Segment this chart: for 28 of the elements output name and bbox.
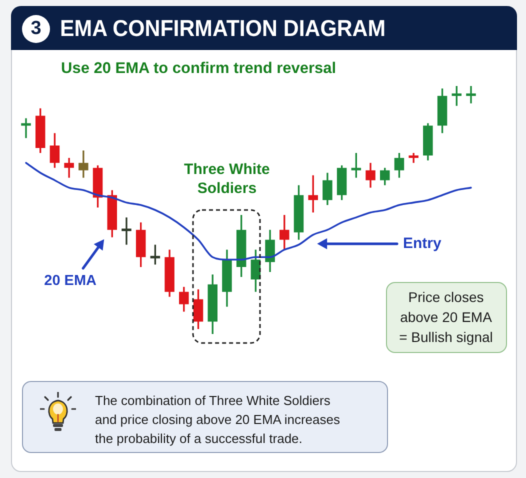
- candlestick: [351, 152, 362, 179]
- annotation: Three White Soldiers: [183, 160, 271, 198]
- candlestick: [452, 85, 462, 107]
- candlestick: [78, 150, 88, 179]
- text: 3: [30, 18, 42, 40]
- candlestick: [308, 174, 318, 214]
- candlestick: [193, 288, 204, 330]
- annotation: Entry: [403, 234, 442, 252]
- candlestick: [122, 216, 132, 246]
- candlestick: [322, 172, 332, 206]
- candlestick: [366, 162, 376, 189]
- candlestick: [394, 152, 404, 179]
- text: The combination of Three White Soldiers and price closing above 20 EMA increases the probability of a successful trade.: [95, 392, 341, 448]
- candlestick: [380, 166, 390, 186]
- annotation: Price closes above 20 EMA = Bullish signal: [398, 288, 494, 347]
- chart-title: EMA CONFIRMATION DIAGRAM: [60, 15, 386, 42]
- candlestick: [179, 286, 189, 313]
- candlestick: [64, 157, 74, 179]
- candlestick: [50, 132, 60, 169]
- candlestick: [21, 117, 31, 139]
- chart-subtitle: Use 20 EMA to confirm trend reversal: [61, 60, 336, 78]
- legend-label: 20 EMA: [44, 273, 97, 290]
- candlestick: [408, 152, 418, 164]
- candlestick: [280, 214, 290, 251]
- candlestick: [250, 248, 261, 293]
- candlestick: [265, 228, 275, 273]
- candlestick: [466, 85, 476, 104]
- candlestick: [150, 244, 160, 266]
